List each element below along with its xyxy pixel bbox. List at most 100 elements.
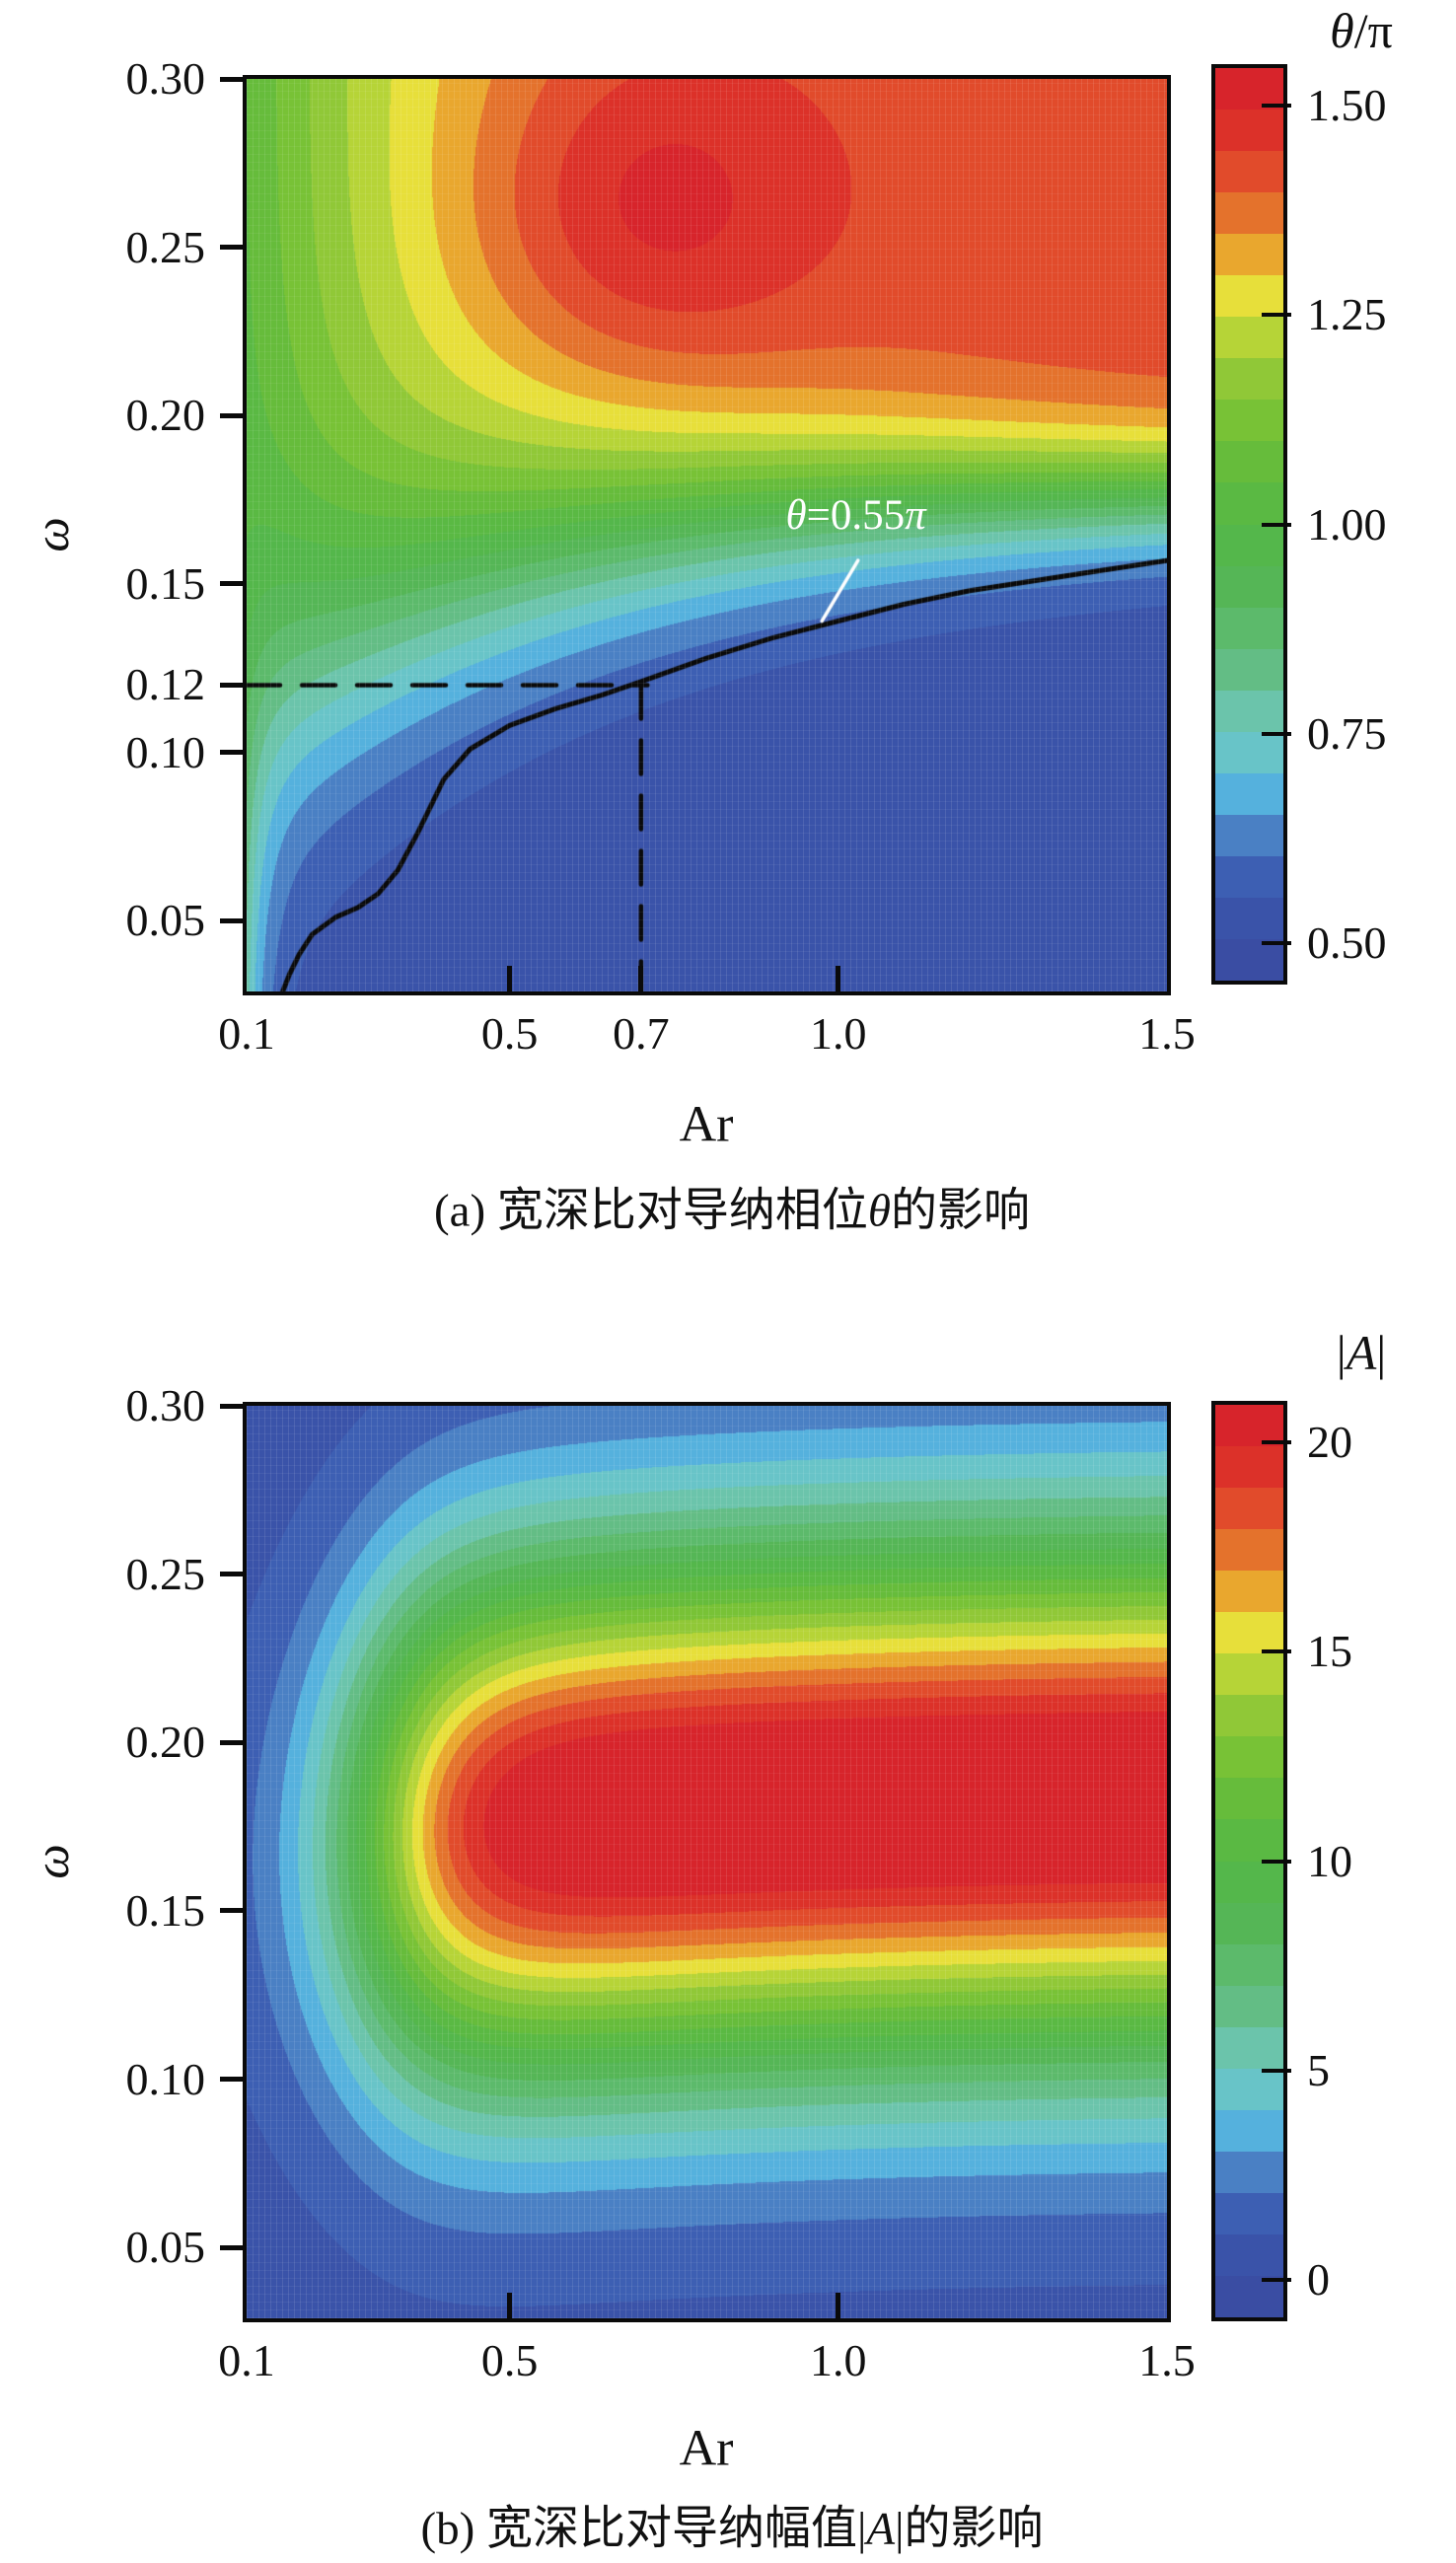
colorbar-band xyxy=(1215,1612,1283,1654)
colorbar-tick-label: 1.00 xyxy=(1307,498,1387,549)
x-tick xyxy=(638,966,644,991)
colorbar-tick xyxy=(1262,2068,1291,2073)
colorbar-tick-label: 1.50 xyxy=(1307,80,1387,131)
colorbar-title-b-symbol: A xyxy=(1346,1325,1377,1380)
x-tick-label: 1.5 xyxy=(1138,1008,1196,1059)
colorbar-band xyxy=(1215,1446,1283,1489)
y-tick-label: 0.20 xyxy=(125,1717,206,1768)
colorbar-tick xyxy=(1262,313,1291,318)
colorbar-tick-label: 0.75 xyxy=(1307,707,1387,759)
caption-b-text-suffix: |的影响 xyxy=(895,2503,1044,2555)
colorbar-title-a-symbol: θ xyxy=(1330,3,1354,58)
caption-b-text: (b) 宽深比对导纳幅值| xyxy=(420,2503,867,2555)
colorbar-tick-label: 20 xyxy=(1307,1417,1352,1468)
colorbar-band xyxy=(1215,524,1283,566)
colorbar-band xyxy=(1215,1405,1283,1447)
annotation-theta-symbol: θ xyxy=(785,492,807,540)
colorbar-tick xyxy=(1262,2277,1291,2282)
x-axis-title-b: Ar xyxy=(679,2420,734,2477)
y-tick xyxy=(220,245,247,251)
colorbar-tick-label: 10 xyxy=(1307,1835,1352,1886)
y-tick-label: 0.10 xyxy=(125,2053,206,2104)
y-tick xyxy=(220,1908,247,1914)
colorbar-band xyxy=(1215,441,1283,483)
colorbar-band xyxy=(1215,1778,1283,1820)
y-tick-label: 0.25 xyxy=(125,1548,206,1599)
colorbar-band xyxy=(1215,938,1283,982)
caption-b-symbol: A xyxy=(866,2503,896,2555)
colorbar-tick xyxy=(1262,1649,1291,1654)
colorbar-band xyxy=(1215,855,1283,898)
caption-a-text-suffix: 的影响 xyxy=(891,1185,1031,1237)
y-tick-label: 0.10 xyxy=(125,726,206,777)
colorbar-tick xyxy=(1262,1440,1291,1445)
colorbar-band xyxy=(1215,358,1283,401)
colorbar-band xyxy=(1215,151,1283,193)
y-tick-label: 0.30 xyxy=(125,53,206,104)
y-axis-title-a: ω xyxy=(24,517,79,552)
x-tick xyxy=(836,2293,841,2318)
caption-b: (b) 宽深比对导纳幅值|A|的影响 xyxy=(420,2490,1043,2558)
y-tick xyxy=(220,581,247,587)
x-tick-label: 0.1 xyxy=(218,1008,275,1059)
colorbar-tick xyxy=(1262,1859,1291,1864)
y-tick-label: 0.12 xyxy=(125,659,206,710)
colorbar-a xyxy=(1211,64,1287,985)
y-tick-label: 0.30 xyxy=(125,1380,206,1430)
colorbar-band xyxy=(1215,1943,1283,1986)
colorbar-band xyxy=(1215,1985,1283,2027)
colorbar-band xyxy=(1215,1653,1283,1696)
colorbar-band xyxy=(1215,2151,1283,2193)
y-tick xyxy=(220,2244,247,2250)
colorbar-tick-label: 1.25 xyxy=(1307,289,1387,340)
colorbar-band xyxy=(1215,2275,1283,2318)
annotation-pi-symbol: π xyxy=(905,492,926,540)
colorbar-band xyxy=(1215,1736,1283,1779)
colorbar-band xyxy=(1215,1819,1283,1862)
y-tick-label: 0.05 xyxy=(125,2222,206,2273)
colorbar-band xyxy=(1215,772,1283,815)
colorbar-band xyxy=(1215,607,1283,649)
y-tick-label: 0.05 xyxy=(125,895,206,946)
colorbar-title-a-suffix: /π xyxy=(1353,3,1393,58)
x-tick-label: 0.7 xyxy=(613,1008,670,1059)
colorbar-band xyxy=(1215,2109,1283,2152)
colorbar-tick xyxy=(1262,104,1291,109)
x-axis-title-a: Ar xyxy=(679,1096,734,1153)
contour-level-annotation: θ=0.55π xyxy=(785,491,925,540)
colorbar-tick-label: 0 xyxy=(1307,2253,1330,2305)
x-tick-label: 0.1 xyxy=(218,2335,275,2385)
colorbar-band xyxy=(1215,1695,1283,1737)
y-axis-title-b: ω xyxy=(24,1844,79,1879)
y-tick-label: 0.25 xyxy=(125,221,206,272)
colorbar-tick xyxy=(1262,940,1291,945)
colorbar-band xyxy=(1215,317,1283,359)
annotation-value: =0.55 xyxy=(806,492,906,540)
colorbar-band xyxy=(1215,897,1283,939)
colorbar-title-a: θ/π xyxy=(1330,2,1393,59)
colorbar-band xyxy=(1215,234,1283,276)
colorbar-tick xyxy=(1262,522,1291,527)
colorbar-tick-label: 0.50 xyxy=(1307,916,1387,968)
x-tick-label: 1.5 xyxy=(1138,2335,1196,2385)
colorbar-tick-label: 5 xyxy=(1307,2044,1330,2095)
y-tick xyxy=(220,750,247,756)
colorbar-band xyxy=(1215,192,1283,235)
colorbar-band xyxy=(1215,1902,1283,1944)
colorbar-band xyxy=(1215,400,1283,442)
y-tick xyxy=(220,1739,247,1745)
x-tick-label: 0.5 xyxy=(480,2335,539,2385)
x-tick xyxy=(507,966,513,991)
y-tick xyxy=(220,917,247,923)
y-tick xyxy=(220,1403,247,1409)
colorbar-band xyxy=(1215,2233,1283,2276)
colorbar-band xyxy=(1215,110,1283,152)
x-tick xyxy=(507,2293,513,2318)
caption-a-symbol: θ xyxy=(867,1185,892,1237)
x-tick-label: 1.0 xyxy=(810,2335,867,2385)
x-tick-label: 0.5 xyxy=(480,1008,539,1059)
colorbar-title-b-prefix: | xyxy=(1336,1325,1347,1380)
caption-a: (a) 宽深比对导纳相位θ的影响 xyxy=(434,1172,1030,1240)
colorbar-title-b-suffix: | xyxy=(1376,1325,1387,1380)
